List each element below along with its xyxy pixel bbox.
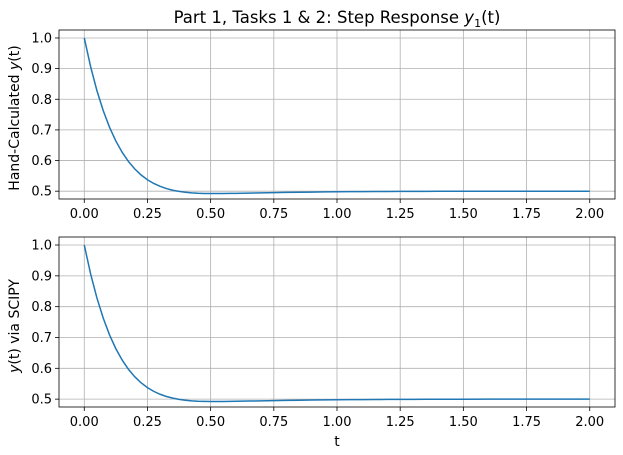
x-tick-label: 1.75 xyxy=(512,415,541,430)
x-tick-label: 1.25 xyxy=(386,207,415,222)
tick-marks: 0.00 0.25 0.50 0.75 1.00 1.25 1.50 1.75 2.00 0.5 0… xyxy=(31,31,604,222)
chart-title: Part 1, Tasks 1 & 2: Step Response y1(t) xyxy=(174,8,501,30)
tick-marks: 0.00 0.25 0.50 0.75 1.00 1.25 1.50 1.75 2.00 0.5 0… xyxy=(31,239,604,430)
y-tick-label: 0.7 xyxy=(31,331,52,346)
subplot-hand-calculated: Part 1, Tasks 1 & 2: Step Response y1(t)… xyxy=(7,8,616,222)
y-axis-label: y(t) via SCIPY xyxy=(7,279,23,374)
y-tick-label: 0.9 xyxy=(31,62,52,77)
y-tick-label: 0.8 xyxy=(31,93,52,108)
x-tick-label: 0.25 xyxy=(133,415,162,430)
x-tick-label: 1.50 xyxy=(449,207,478,222)
y-tick-label: 0.5 xyxy=(31,185,52,200)
x-tick-label: 0.50 xyxy=(196,415,225,430)
y-axis-label: Hand-Calculated y(t) xyxy=(7,45,23,190)
x-tick-label: 1.75 xyxy=(512,207,541,222)
x-tick-label: 1.25 xyxy=(386,415,415,430)
subplot-scipy: y(t) via SCIPY t 0.00 0.25 0.50 0.75 1.00 1.2… xyxy=(7,236,616,450)
series-line xyxy=(83,244,590,403)
x-tick-label: 0.75 xyxy=(259,207,288,222)
x-tick-label: 2.00 xyxy=(575,415,604,430)
y-tick-label: 0.6 xyxy=(31,362,52,377)
y-tick-label: 1.0 xyxy=(31,31,52,46)
x-tick-label: 1.50 xyxy=(449,415,478,430)
x-tick-label: 0.00 xyxy=(70,207,99,222)
x-tick-label: 0.25 xyxy=(133,207,162,222)
y-tick-label: 0.6 xyxy=(31,154,52,169)
x-tick-label: 1.00 xyxy=(323,415,352,430)
series-group xyxy=(83,244,590,403)
y-tick-label: 0.7 xyxy=(31,123,52,138)
x-tick-label: 1.00 xyxy=(323,207,352,222)
x-axis-label: t xyxy=(334,434,340,450)
y-tick-label: 0.5 xyxy=(31,393,52,408)
x-tick-label: 0.00 xyxy=(70,415,99,430)
y-tick-label: 1.0 xyxy=(31,239,52,254)
series-line xyxy=(83,37,590,195)
series-group xyxy=(83,37,590,195)
y-tick-label: 0.8 xyxy=(31,300,52,315)
x-tick-label: 2.00 xyxy=(575,207,604,222)
y-tick-label: 0.9 xyxy=(31,269,52,284)
x-tick-label: 0.50 xyxy=(196,207,225,222)
x-tick-label: 0.75 xyxy=(259,415,288,430)
